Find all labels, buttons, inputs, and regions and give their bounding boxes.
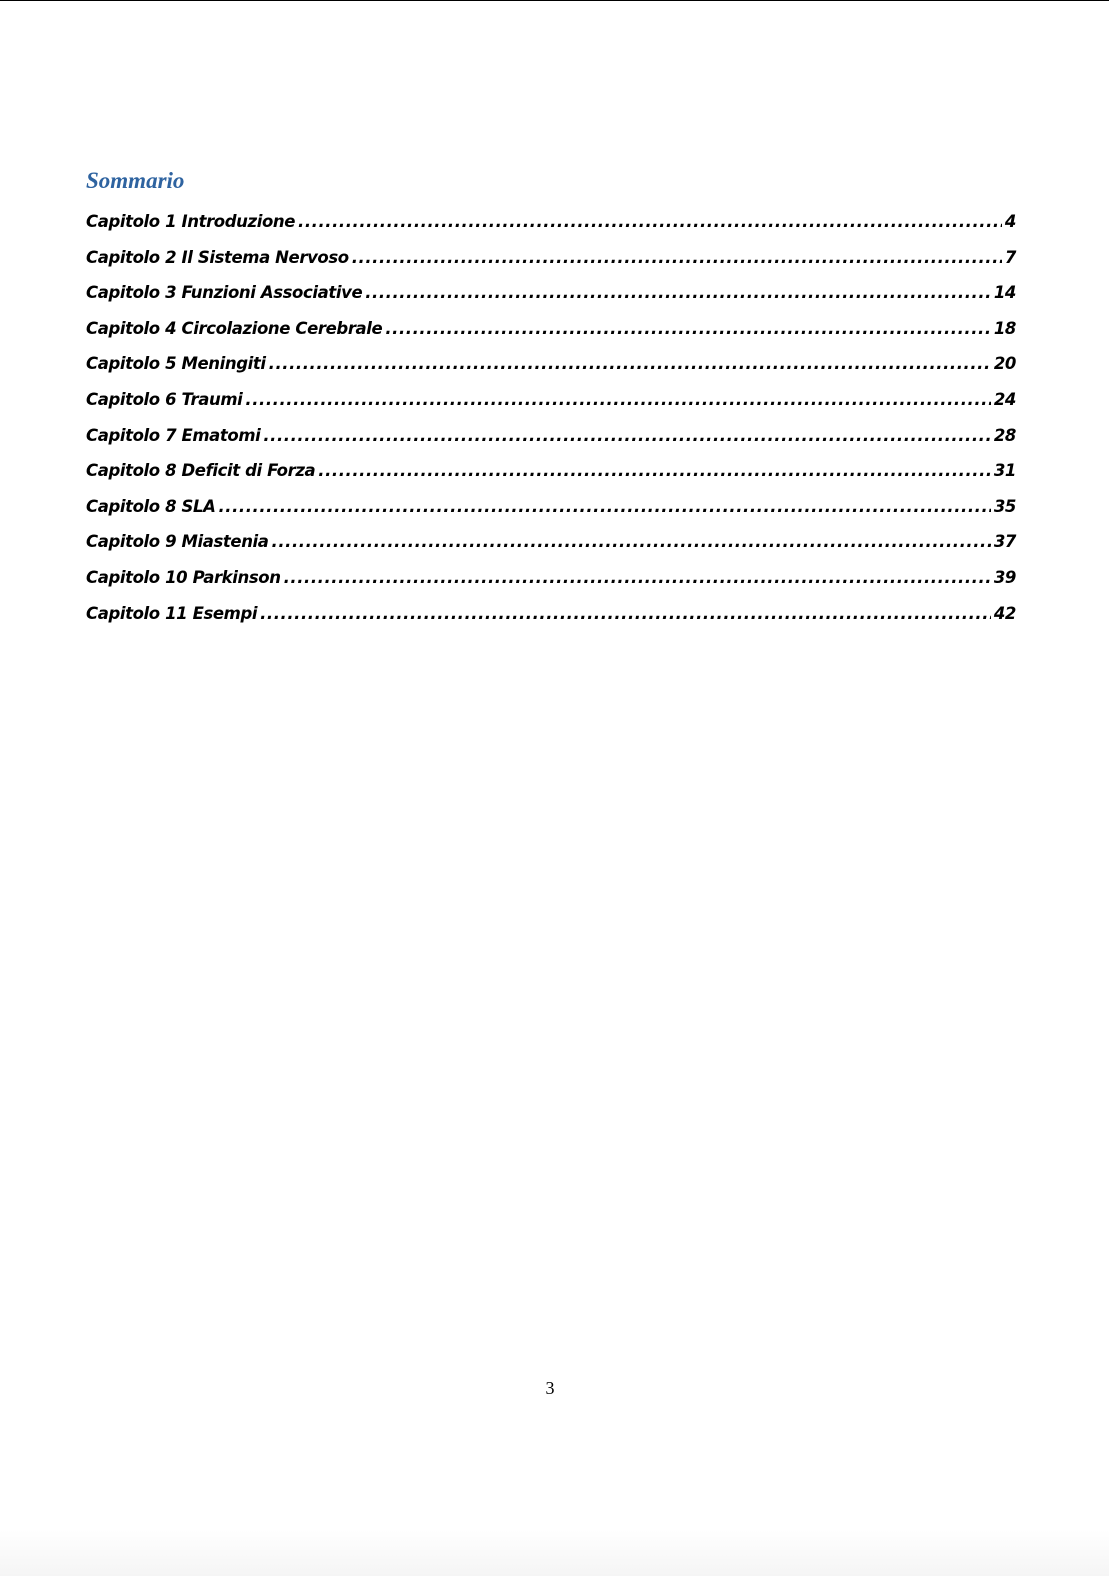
toc-entry[interactable]: Capitolo 9 Miastenia 37 [86, 532, 1016, 568]
toc-entry-label: Capitolo 6 Traumi [86, 389, 243, 409]
dot-leader [218, 497, 990, 516]
top-border [0, 0, 1109, 1]
toc-title: Sommario [86, 168, 185, 193]
toc-entry[interactable]: Capitolo 10 Parkinson 39 [86, 568, 1016, 604]
toc-entry[interactable]: Capitolo 8 SLA 35 [86, 497, 1016, 533]
toc-entry-page: 20 [993, 354, 1017, 374]
toc-entry-label: Capitolo 9 Miastenia [86, 532, 269, 552]
dot-leader [260, 604, 991, 623]
toc-entry-page: 39 [993, 567, 1017, 587]
toc-entry-label: Capitolo 3 Funzioni Associative [86, 283, 363, 303]
dot-leader [263, 426, 990, 445]
dot-leader [284, 568, 991, 587]
toc-entry[interactable]: Capitolo 8 Deficit di Forza 31 [86, 461, 1016, 497]
toc-entry-label: Capitolo 8 Deficit di Forza [86, 461, 316, 481]
toc-entry[interactable]: Capitolo 5 Meningiti 20 [86, 354, 1016, 390]
toc-entry-page: 7 [1004, 247, 1016, 267]
toc-entry[interactable]: Capitolo 3 Funzioni Associative 14 [86, 283, 1016, 319]
toc-entry-page: 35 [993, 496, 1017, 516]
dot-leader [269, 354, 991, 373]
dot-leader [245, 390, 990, 409]
toc-entry-page: 14 [993, 283, 1017, 303]
dot-leader [298, 212, 1002, 231]
toc-entry[interactable]: Capitolo 2 Il Sistema Nervoso 7 [86, 248, 1016, 284]
toc-entry-label: Capitolo 5 Meningiti [86, 354, 266, 374]
toc-entry[interactable]: Capitolo 1 Introduzione 4 [86, 212, 1016, 248]
toc-entry-label: Capitolo 7 Ematomi [86, 425, 261, 445]
dot-leader [365, 283, 991, 302]
dot-leader [272, 532, 991, 551]
toc-entry-page: 31 [993, 461, 1017, 481]
toc-entry-page: 24 [993, 389, 1017, 409]
toc-entry-page: 4 [1004, 212, 1016, 231]
toc-entry-label: Capitolo 10 Parkinson [86, 567, 281, 587]
dot-leader [318, 461, 991, 480]
toc-entry-label: Capitolo 1 Introduzione [86, 212, 296, 231]
page-number: 3 [545, 1378, 555, 1398]
toc-entry-label: Capitolo 4 Circolazione Cerebrale [86, 318, 383, 338]
toc-entry[interactable]: Capitolo 6 Traumi 24 [86, 390, 1016, 426]
toc-entry[interactable]: Capitolo 7 Ematomi 28 [86, 426, 1016, 462]
table-of-contents: Capitolo 1 Introduzione 4 Capitolo 2 Il Si… [86, 212, 1016, 639]
toc-entry-page: 28 [993, 425, 1017, 445]
dot-leader [352, 248, 1002, 267]
toc-entry[interactable]: Capitolo 4 Circolazione Cerebrale 18 [86, 319, 1016, 355]
dot-leader [385, 319, 990, 338]
toc-entry[interactable]: Capitolo 11 Esempi 42 [86, 604, 1016, 640]
toc-entry-label: Capitolo 8 SLA [86, 496, 216, 516]
toc-entry-label: Capitolo 2 Il Sistema Nervoso [86, 247, 349, 267]
toc-entry-page: 37 [993, 532, 1017, 552]
toc-entry-page: 42 [993, 603, 1017, 623]
toc-entry-label: Capitolo 11 Esempi [86, 603, 258, 623]
toc-entry-page: 18 [993, 318, 1017, 338]
